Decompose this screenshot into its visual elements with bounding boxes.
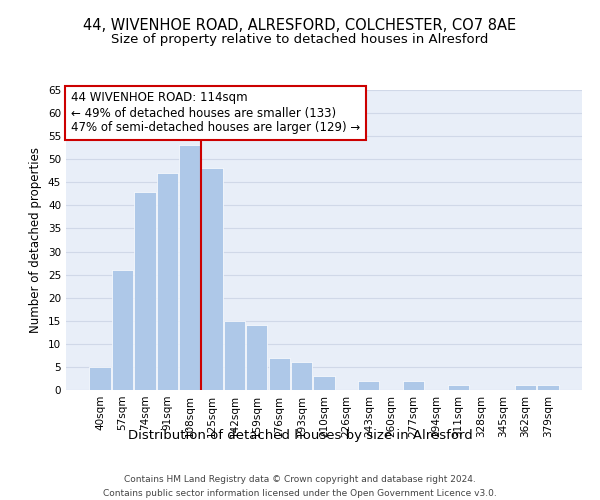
Bar [179, 146, 200, 390]
Text: 44, WIVENHOE ROAD, ALRESFORD, COLCHESTER, CO7 8AE: 44, WIVENHOE ROAD, ALRESFORD, COLCHESTER… [83, 18, 517, 32]
Text: Size of property relative to detached houses in Alresford: Size of property relative to detached ho… [112, 34, 488, 46]
Bar [246, 326, 268, 390]
Bar [89, 367, 111, 390]
Y-axis label: Number of detached properties: Number of detached properties [29, 147, 43, 333]
Bar [157, 173, 178, 390]
Bar [269, 358, 290, 390]
Bar [515, 386, 536, 390]
Bar [448, 386, 469, 390]
Bar [537, 386, 559, 390]
Bar [291, 362, 312, 390]
Text: 44 WIVENHOE ROAD: 114sqm
← 49% of detached houses are smaller (133)
47% of semi-: 44 WIVENHOE ROAD: 114sqm ← 49% of detach… [71, 92, 361, 134]
Text: Distribution of detached houses by size in Alresford: Distribution of detached houses by size … [128, 428, 472, 442]
Bar [134, 192, 155, 390]
Bar [403, 381, 424, 390]
Bar [313, 376, 335, 390]
Bar [202, 168, 223, 390]
Bar [224, 321, 245, 390]
Bar [112, 270, 133, 390]
Text: Contains HM Land Registry data © Crown copyright and database right 2024.
Contai: Contains HM Land Registry data © Crown c… [103, 476, 497, 498]
Bar [358, 381, 379, 390]
